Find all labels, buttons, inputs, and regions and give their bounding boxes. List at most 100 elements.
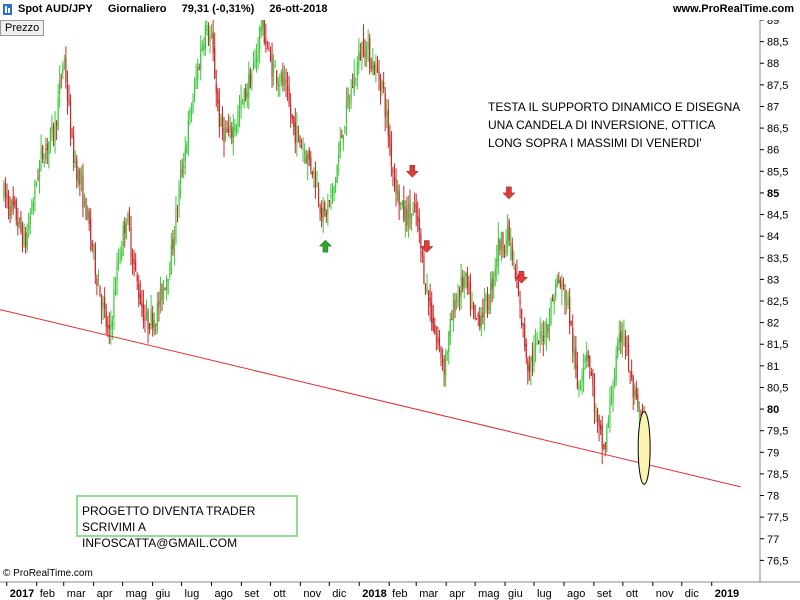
candle-body	[631, 371, 633, 378]
candle-body	[179, 171, 182, 184]
candle-body	[29, 215, 31, 225]
candle-body	[314, 172, 317, 189]
prorealtime-logo-icon	[3, 4, 12, 15]
candle-body	[18, 217, 20, 225]
candle-body	[193, 81, 196, 99]
candle-body	[623, 333, 625, 335]
candle-body	[210, 33, 213, 38]
candle-body	[291, 114, 293, 120]
candle-body	[246, 92, 248, 97]
candle-body	[375, 64, 377, 71]
candle-body	[224, 128, 227, 139]
candle-body	[167, 279, 169, 283]
candle-body	[313, 167, 315, 174]
candle-body	[595, 410, 597, 415]
candle-body	[310, 157, 312, 170]
candle-body	[178, 187, 180, 206]
candle-body	[412, 209, 414, 216]
candle-body	[582, 367, 585, 379]
candle-body	[544, 336, 546, 338]
candle-body	[489, 282, 492, 306]
candle-body	[102, 302, 104, 308]
candle-body	[429, 298, 431, 307]
candle-body	[387, 109, 389, 137]
candle-body	[513, 262, 515, 264]
y-tick-label: 86	[767, 145, 779, 157]
candle-body	[97, 284, 100, 286]
candle-body	[34, 181, 36, 200]
candle-body	[82, 175, 84, 209]
candle-body	[423, 255, 425, 284]
candle-body	[71, 134, 73, 136]
candle-body	[249, 70, 251, 89]
candle-body	[505, 239, 507, 254]
candle-body	[52, 125, 55, 138]
candle-body	[286, 85, 289, 91]
candle-body	[184, 148, 186, 163]
candle-body	[161, 284, 163, 301]
y-tick-label: 81,5	[767, 339, 788, 351]
candle-body	[9, 206, 11, 216]
candle-body	[220, 117, 222, 127]
candle-body	[162, 288, 165, 299]
candle-body	[488, 307, 490, 309]
candle-body	[462, 277, 464, 290]
candle-body	[437, 338, 439, 343]
x-tick-label: mar	[419, 588, 438, 600]
candle-body	[353, 73, 355, 93]
candle-body	[26, 232, 28, 250]
candle-body	[135, 262, 137, 271]
candle-body	[561, 282, 563, 292]
candle-body	[74, 161, 76, 163]
candle-body	[265, 38, 267, 45]
candle-body	[607, 419, 609, 428]
candle-body	[148, 324, 151, 331]
candle-body	[502, 232, 504, 252]
candle-body	[486, 295, 489, 310]
candle-body	[356, 62, 358, 77]
candle-body	[573, 349, 575, 356]
candle-body	[271, 56, 273, 78]
candle-body	[153, 319, 155, 333]
candle-body	[214, 47, 216, 79]
candle-body	[80, 179, 82, 182]
candle-body	[23, 231, 25, 246]
candle-body	[104, 297, 106, 310]
y-tick-label: 76,5	[767, 555, 788, 567]
candle-body	[548, 318, 551, 331]
x-tick-label: apr	[449, 588, 465, 600]
candle-body	[288, 89, 290, 105]
y-tick-label: 80	[767, 404, 779, 416]
candle-body	[212, 32, 214, 53]
candle-body	[593, 386, 596, 412]
candle-body	[610, 397, 613, 401]
candle-body	[359, 52, 361, 60]
candle-body	[119, 256, 121, 258]
sell-arrow-icon	[502, 186, 516, 200]
candle-body	[105, 311, 107, 327]
candle-body	[189, 110, 191, 117]
candle-body	[328, 200, 330, 203]
candle-body	[409, 202, 411, 219]
candle-body	[516, 272, 518, 288]
candle-body	[565, 300, 568, 306]
candle-body	[372, 60, 374, 70]
candle-body	[166, 278, 168, 291]
candle-body	[293, 116, 295, 127]
candle-body	[51, 123, 53, 132]
candle-body	[530, 357, 532, 372]
candle-body	[138, 284, 140, 298]
candle-body	[469, 282, 472, 311]
candle-body	[266, 48, 268, 50]
candle-body	[590, 371, 592, 376]
promo-box: PROGETTO DIVENTA TRADER SCRIVIMI A INFOS…	[76, 495, 298, 550]
candle-body	[283, 78, 286, 85]
candle-body	[378, 71, 380, 81]
candle-body	[85, 198, 87, 220]
candle-body	[6, 193, 8, 199]
candle-body	[231, 128, 233, 138]
candle-body	[255, 55, 258, 63]
x-tick-label: dic	[685, 588, 700, 600]
candle-body	[229, 125, 231, 130]
price-panel-label[interactable]: Prezzo	[0, 20, 45, 36]
